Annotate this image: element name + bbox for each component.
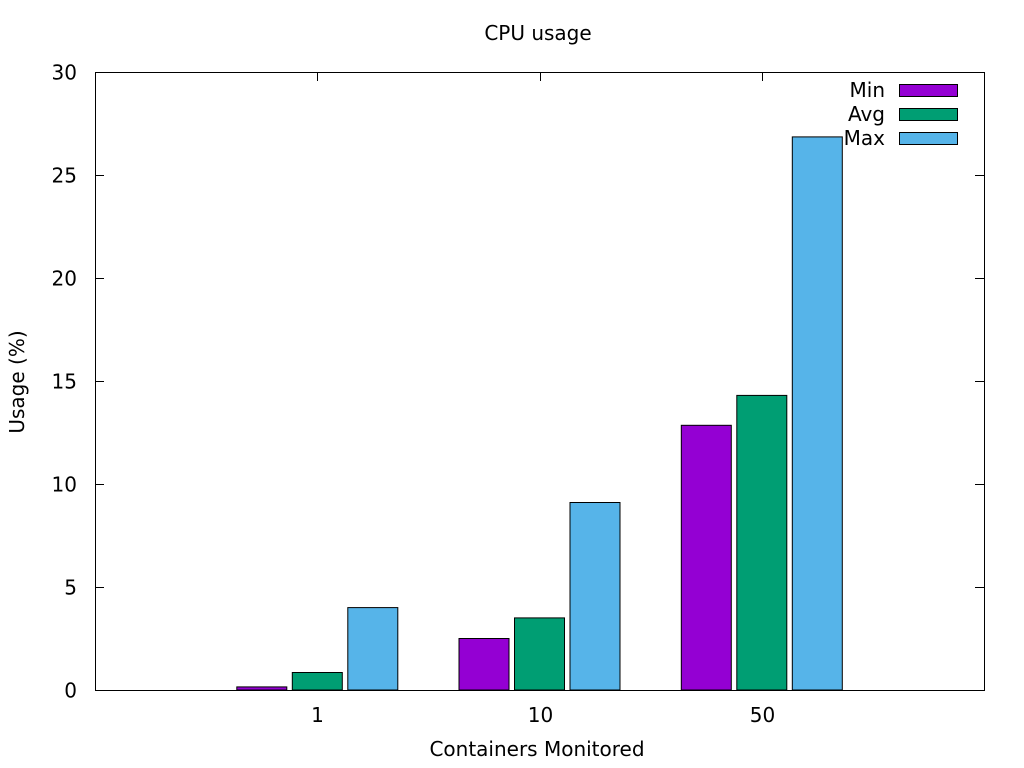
bar-avg-10 — [514, 617, 565, 691]
bar-avg-1 — [291, 672, 343, 691]
legend-label-min: Min — [850, 78, 886, 102]
bar-min-50 — [680, 424, 732, 691]
y-tick-label: 15 — [52, 370, 77, 394]
legend-swatch-avg — [899, 108, 958, 121]
x-tick-label: 10 — [528, 703, 553, 727]
y-tick-label: 10 — [52, 473, 77, 497]
legend-swatch-min — [899, 84, 958, 97]
bar-group — [236, 136, 843, 691]
y-axis: 0 5 10 15 20 25 30 — [52, 61, 984, 703]
bar-max-50 — [791, 136, 843, 691]
chart-title: CPU usage — [484, 21, 591, 45]
x-tick-label: 1 — [311, 703, 324, 727]
bar-avg-50 — [736, 394, 788, 691]
x-axis-label: Containers Monitored — [429, 737, 644, 761]
legend-label-max: Max — [844, 126, 886, 150]
y-axis-label: Usage (%) — [5, 330, 29, 433]
y-tick-label: 5 — [64, 576, 77, 600]
y-tick-label: 0 — [64, 679, 77, 703]
bar-min-1 — [236, 686, 288, 691]
bar-min-10 — [458, 638, 510, 691]
legend-swatch-max — [899, 132, 958, 145]
y-tick-label: 30 — [52, 61, 77, 85]
y-tick-label: 25 — [52, 164, 77, 188]
bar-max-1 — [347, 607, 399, 691]
y-tick-label: 20 — [52, 267, 77, 291]
legend-label-avg: Avg — [848, 102, 885, 126]
bar-max-10 — [569, 502, 621, 691]
plot-frame — [95, 72, 985, 691]
x-tick-label: 50 — [750, 703, 775, 727]
